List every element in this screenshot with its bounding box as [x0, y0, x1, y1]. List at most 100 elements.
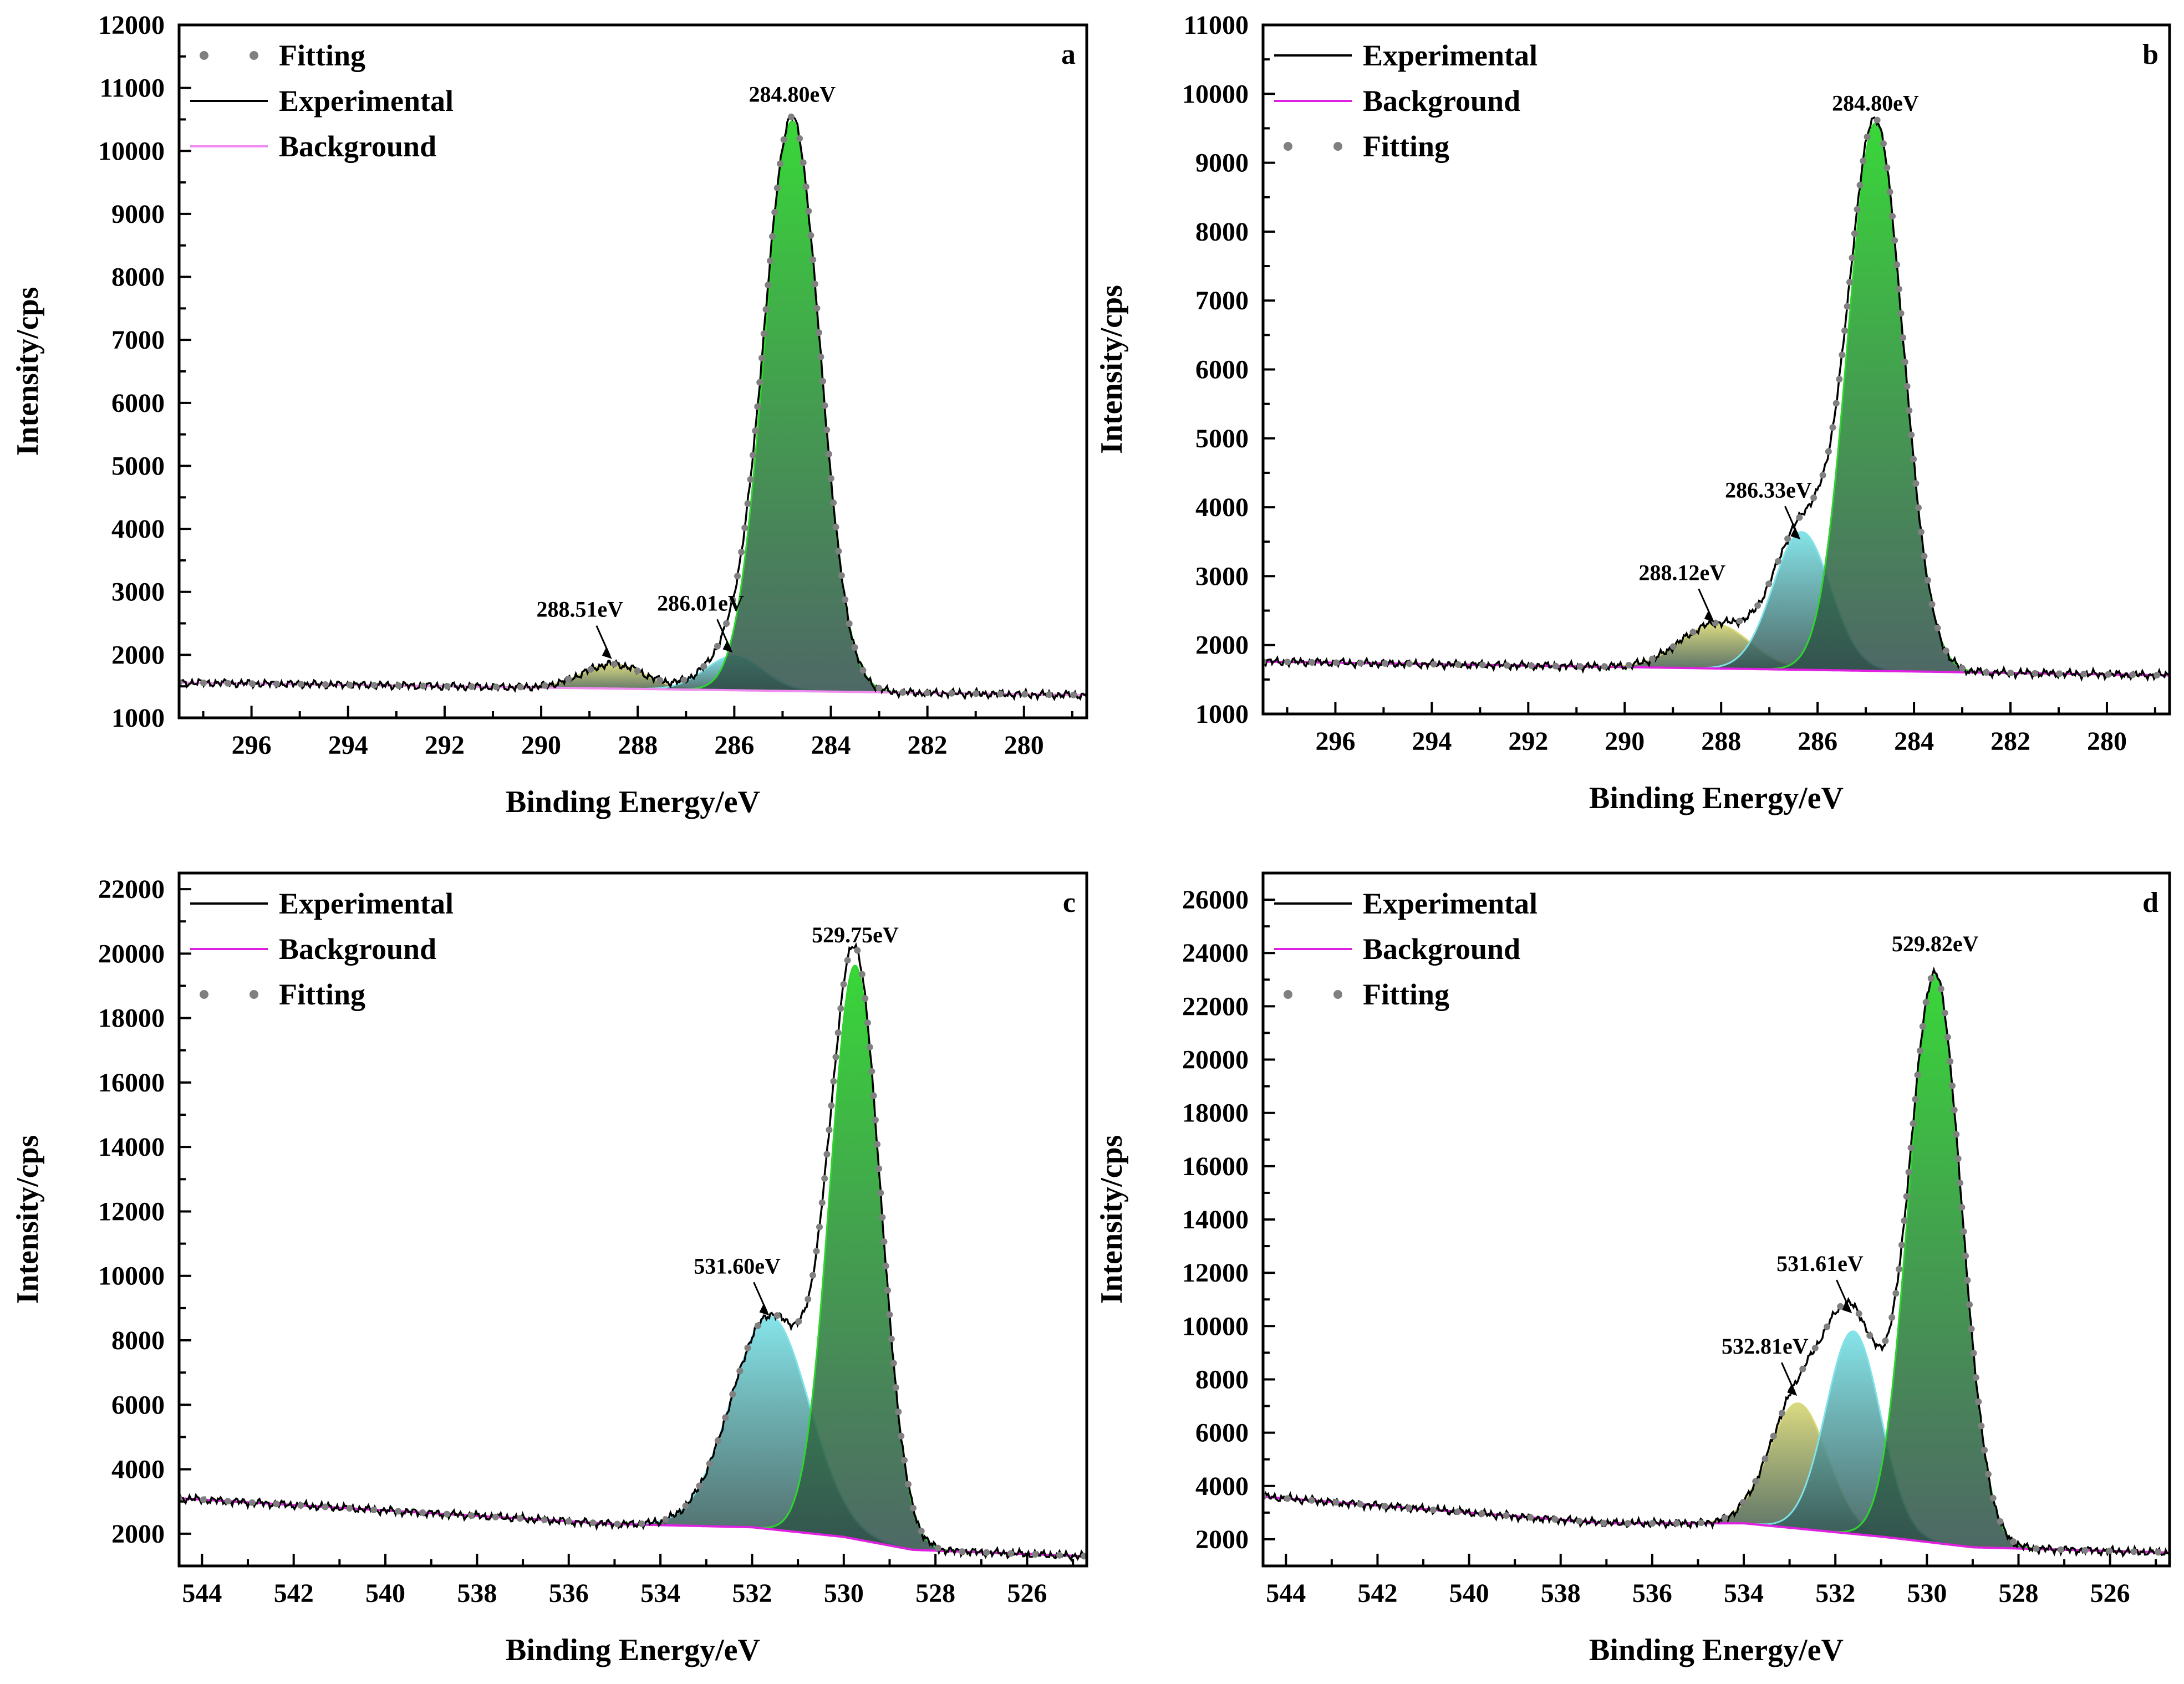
x-tick-label: 532 — [732, 1579, 772, 1608]
annotation-arrowhead — [1842, 1301, 1852, 1314]
y-tick-label: 10000 — [1182, 1312, 1249, 1341]
plot-area — [1263, 966, 2170, 1558]
experimental-line — [1263, 116, 2170, 682]
y-axis-label: Intensity/cps — [1094, 285, 1129, 454]
x-tick-label: 288 — [618, 731, 658, 760]
x-tick-label: 280 — [2087, 727, 2127, 756]
peak-label: 288.51eV — [536, 597, 623, 622]
y-tick-label: 22000 — [98, 875, 165, 904]
fitting-line — [1263, 969, 2170, 1556]
y-tick-label: 8000 — [111, 1326, 165, 1355]
x-tick-label: 540 — [1449, 1579, 1489, 1608]
x-tick-label: 536 — [549, 1579, 589, 1608]
y-tick-label: 6000 — [111, 1390, 165, 1420]
x-tick-label: 282 — [1990, 727, 2030, 756]
peak-outline-532.81 — [1263, 1402, 2170, 1554]
peak-label: 288.12eV — [1638, 560, 1725, 585]
panel-letter: c — [1063, 887, 1076, 918]
x-tick-label: 526 — [1007, 1579, 1047, 1608]
legend-label-fitting: Fitting — [279, 39, 365, 72]
annotation-arrowhead — [1790, 527, 1801, 540]
x-tick-label: 286 — [1798, 727, 1837, 756]
x-axis-label: Binding Energy/eV — [506, 1633, 760, 1667]
y-tick-label: 11000 — [1184, 11, 1249, 40]
y-tick-label: 7000 — [1195, 286, 1249, 315]
y-tick-label: 6000 — [1195, 355, 1249, 385]
x-tick-label: 296 — [1315, 727, 1355, 756]
fitting-line — [179, 941, 1087, 1560]
x-axis-label: Binding Energy/eV — [1589, 781, 1844, 815]
legend-label-experimental: Experimental — [279, 84, 454, 118]
y-tick-label: 18000 — [98, 1004, 165, 1033]
x-tick-label: 526 — [2090, 1579, 2130, 1608]
x-tick-label: 530 — [1907, 1579, 1947, 1608]
peak-outline-284.8 — [179, 120, 1087, 696]
x-tick-label: 544 — [1266, 1579, 1306, 1608]
y-tick-label: 1000 — [111, 703, 165, 733]
x-tick-label: 286 — [714, 731, 754, 760]
peak-outline-284.8 — [1263, 122, 2170, 676]
chart-panel-b: 1000 2000 3000 4000 5000 6000 7000 8000 9000 1000… — [1094, 11, 2171, 815]
x-tick-label: 544 — [182, 1579, 222, 1608]
x-tick-label: 294 — [328, 731, 368, 760]
x-tick-label: 540 — [365, 1579, 405, 1608]
annotation-arrowhead — [722, 640, 733, 653]
y-tick-label: 4000 — [1195, 1472, 1249, 1501]
x-tick-label: 534 — [1724, 1579, 1764, 1608]
x-tick-label: 292 — [425, 731, 465, 760]
legend-label-fitting: Fitting — [1363, 130, 1449, 163]
y-tick-label: 12000 — [98, 1197, 165, 1226]
plot-frame — [1261, 871, 2171, 1568]
x-tick-label: 284 — [811, 731, 851, 760]
y-tick-label: 4000 — [1195, 493, 1249, 522]
y-tick-label: 14000 — [1182, 1205, 1249, 1234]
y-tick-label: 9000 — [111, 200, 165, 229]
x-tick-label: 296 — [232, 731, 272, 760]
legend-label-experimental: Experimental — [279, 887, 454, 920]
y-tick-label: 5000 — [111, 451, 165, 481]
panel-letter: a — [1061, 39, 1076, 70]
fitting-line — [179, 113, 1087, 699]
y-tick-label: 2000 — [111, 1519, 165, 1549]
experimental-line — [1263, 966, 2170, 1558]
legend-label-background: Background — [279, 130, 436, 163]
x-tick-label: 542 — [1357, 1579, 1397, 1608]
x-tick-label: 282 — [908, 731, 948, 760]
y-tick-label: 12000 — [98, 11, 165, 40]
peak-fill-288.12 — [1263, 624, 2170, 676]
legend-label-background: Background — [1363, 932, 1520, 966]
annotation-arrowhead — [759, 1303, 770, 1316]
y-tick-label: 2000 — [1195, 1525, 1249, 1554]
peak-label: 286.33eV — [1725, 477, 1812, 502]
y-tick-label: 10000 — [98, 136, 165, 166]
x-tick-label: 530 — [824, 1579, 864, 1608]
peak-outline-529.75 — [179, 965, 1087, 1558]
x-tick-label: 290 — [521, 731, 561, 760]
y-tick-label: 22000 — [1182, 992, 1249, 1021]
peak-label: 529.75eV — [812, 922, 899, 947]
x-tick-label: 294 — [1412, 727, 1452, 756]
y-tick-label: 8000 — [111, 263, 165, 292]
peak-fill-532.81 — [1263, 1403, 2170, 1553]
x-tick-label: 280 — [1004, 731, 1044, 760]
peak-outline-529.82 — [1263, 974, 2170, 1554]
experimental-line — [179, 942, 1087, 1562]
chart-panel-c: 2000 4000 6000 8000 10000 12000 14000 16000 1800… — [11, 871, 1088, 1667]
x-tick-label: 532 — [1815, 1579, 1855, 1608]
legend-label-experimental: Experimental — [1363, 887, 1538, 920]
legend-label-background: Background — [1363, 84, 1520, 118]
panel-letter: d — [2142, 887, 2158, 918]
y-tick-label: 6000 — [1195, 1418, 1249, 1448]
peak-label: 531.60eV — [694, 1253, 781, 1278]
y-axis-label: Intensity/cps — [11, 1135, 45, 1304]
y-tick-label: 2000 — [111, 640, 165, 670]
plot-frame — [1261, 23, 2171, 716]
x-tick-label: 292 — [1508, 727, 1548, 756]
peak-fill-284.8 — [179, 121, 1087, 696]
peak-fill-529.75 — [179, 965, 1087, 1557]
chart-panel-a: 1000 2000 3000 4000 5000 6000 7000 8000 9000 1000… — [11, 11, 1088, 819]
y-tick-label: 4000 — [111, 514, 165, 544]
y-tick-label: 16000 — [1182, 1152, 1249, 1181]
y-axis-label: Intensity/cps — [1094, 1135, 1129, 1304]
